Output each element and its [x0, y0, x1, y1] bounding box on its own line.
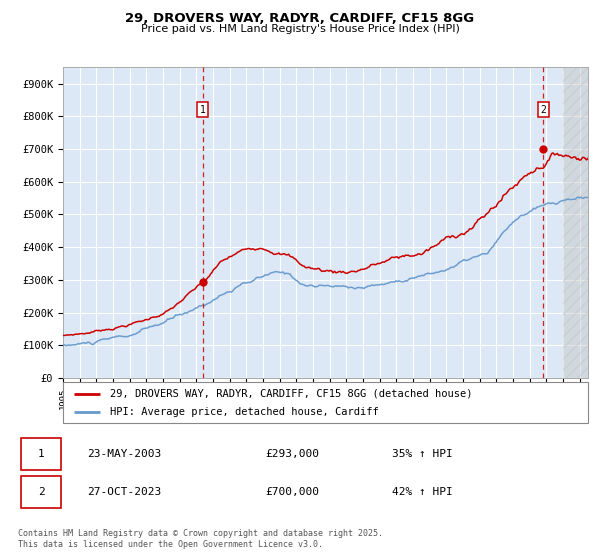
Text: 23-MAY-2003: 23-MAY-2003 — [87, 449, 161, 459]
Bar — [21, 475, 61, 508]
Text: 2: 2 — [541, 105, 546, 115]
Text: 29, DROVERS WAY, RADYR, CARDIFF, CF15 8GG: 29, DROVERS WAY, RADYR, CARDIFF, CF15 8G… — [125, 12, 475, 25]
Text: 2: 2 — [38, 487, 44, 497]
Text: £700,000: £700,000 — [266, 487, 320, 497]
Text: 1: 1 — [200, 105, 206, 115]
Text: 27-OCT-2023: 27-OCT-2023 — [87, 487, 161, 497]
Text: Contains HM Land Registry data © Crown copyright and database right 2025.
This d: Contains HM Land Registry data © Crown c… — [18, 529, 383, 549]
Bar — [563, 67, 588, 378]
Text: £293,000: £293,000 — [266, 449, 320, 459]
Text: 35% ↑ HPI: 35% ↑ HPI — [392, 449, 453, 459]
Text: Price paid vs. HM Land Registry's House Price Index (HPI): Price paid vs. HM Land Registry's House … — [140, 24, 460, 34]
Bar — [21, 438, 61, 470]
Text: 29, DROVERS WAY, RADYR, CARDIFF, CF15 8GG (detached house): 29, DROVERS WAY, RADYR, CARDIFF, CF15 8G… — [110, 389, 473, 399]
Text: 1: 1 — [38, 449, 44, 459]
Text: 42% ↑ HPI: 42% ↑ HPI — [392, 487, 453, 497]
Text: HPI: Average price, detached house, Cardiff: HPI: Average price, detached house, Card… — [110, 407, 379, 417]
